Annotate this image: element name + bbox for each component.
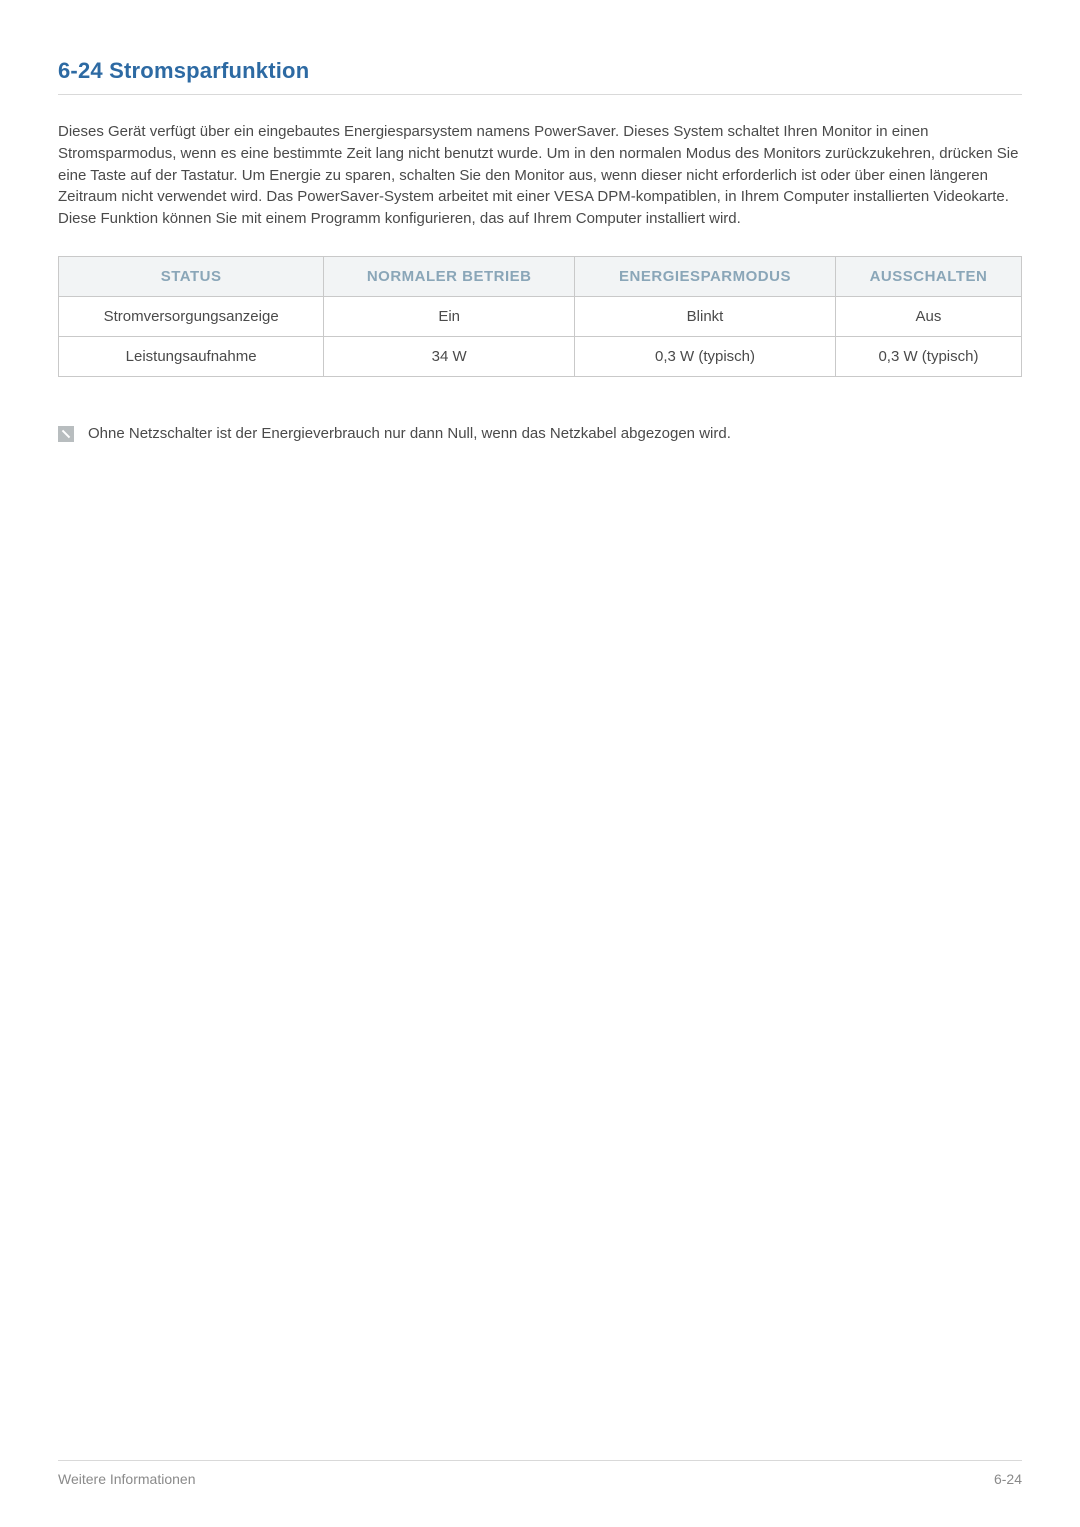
cell: Leistungsaufnahme [59, 336, 324, 376]
cell: 34 W [324, 336, 575, 376]
section-heading: 6-24 Stromsparfunktion [58, 58, 1022, 95]
cell: 0,3 W (typisch) [835, 336, 1021, 376]
cell: Ein [324, 296, 575, 336]
cell: Aus [835, 296, 1021, 336]
power-table: STATUS NORMALER BETRIEB ENERGIESPARMODUS… [58, 256, 1022, 377]
table-header-row: STATUS NORMALER BETRIEB ENERGIESPARMODUS… [59, 256, 1022, 296]
col-off: AUSSCHALTEN [835, 256, 1021, 296]
note-text: Ohne Netzschalter ist der Energieverbrau… [88, 425, 731, 442]
footer-left: Weitere Informationen [58, 1471, 195, 1487]
table-row: Stromversorgungsanzeige Ein Blinkt Aus [59, 296, 1022, 336]
footer-right: 6-24 [994, 1471, 1022, 1487]
page: 6-24 Stromsparfunktion Dieses Gerät verf… [0, 0, 1080, 1527]
cell: Stromversorgungsanzeige [59, 296, 324, 336]
note-icon [58, 426, 74, 442]
cell: Blinkt [575, 296, 836, 336]
col-saving: ENERGIESPARMODUS [575, 256, 836, 296]
col-status: STATUS [59, 256, 324, 296]
table-row: Leistungsaufnahme 34 W 0,3 W (typisch) 0… [59, 336, 1022, 376]
intro-paragraph: Dieses Gerät verfügt über ein eingebaute… [58, 121, 1022, 230]
page-footer: Weitere Informationen 6-24 [58, 1460, 1022, 1487]
cell: 0,3 W (typisch) [575, 336, 836, 376]
col-normal: NORMALER BETRIEB [324, 256, 575, 296]
note: Ohne Netzschalter ist der Energieverbrau… [58, 425, 1022, 442]
